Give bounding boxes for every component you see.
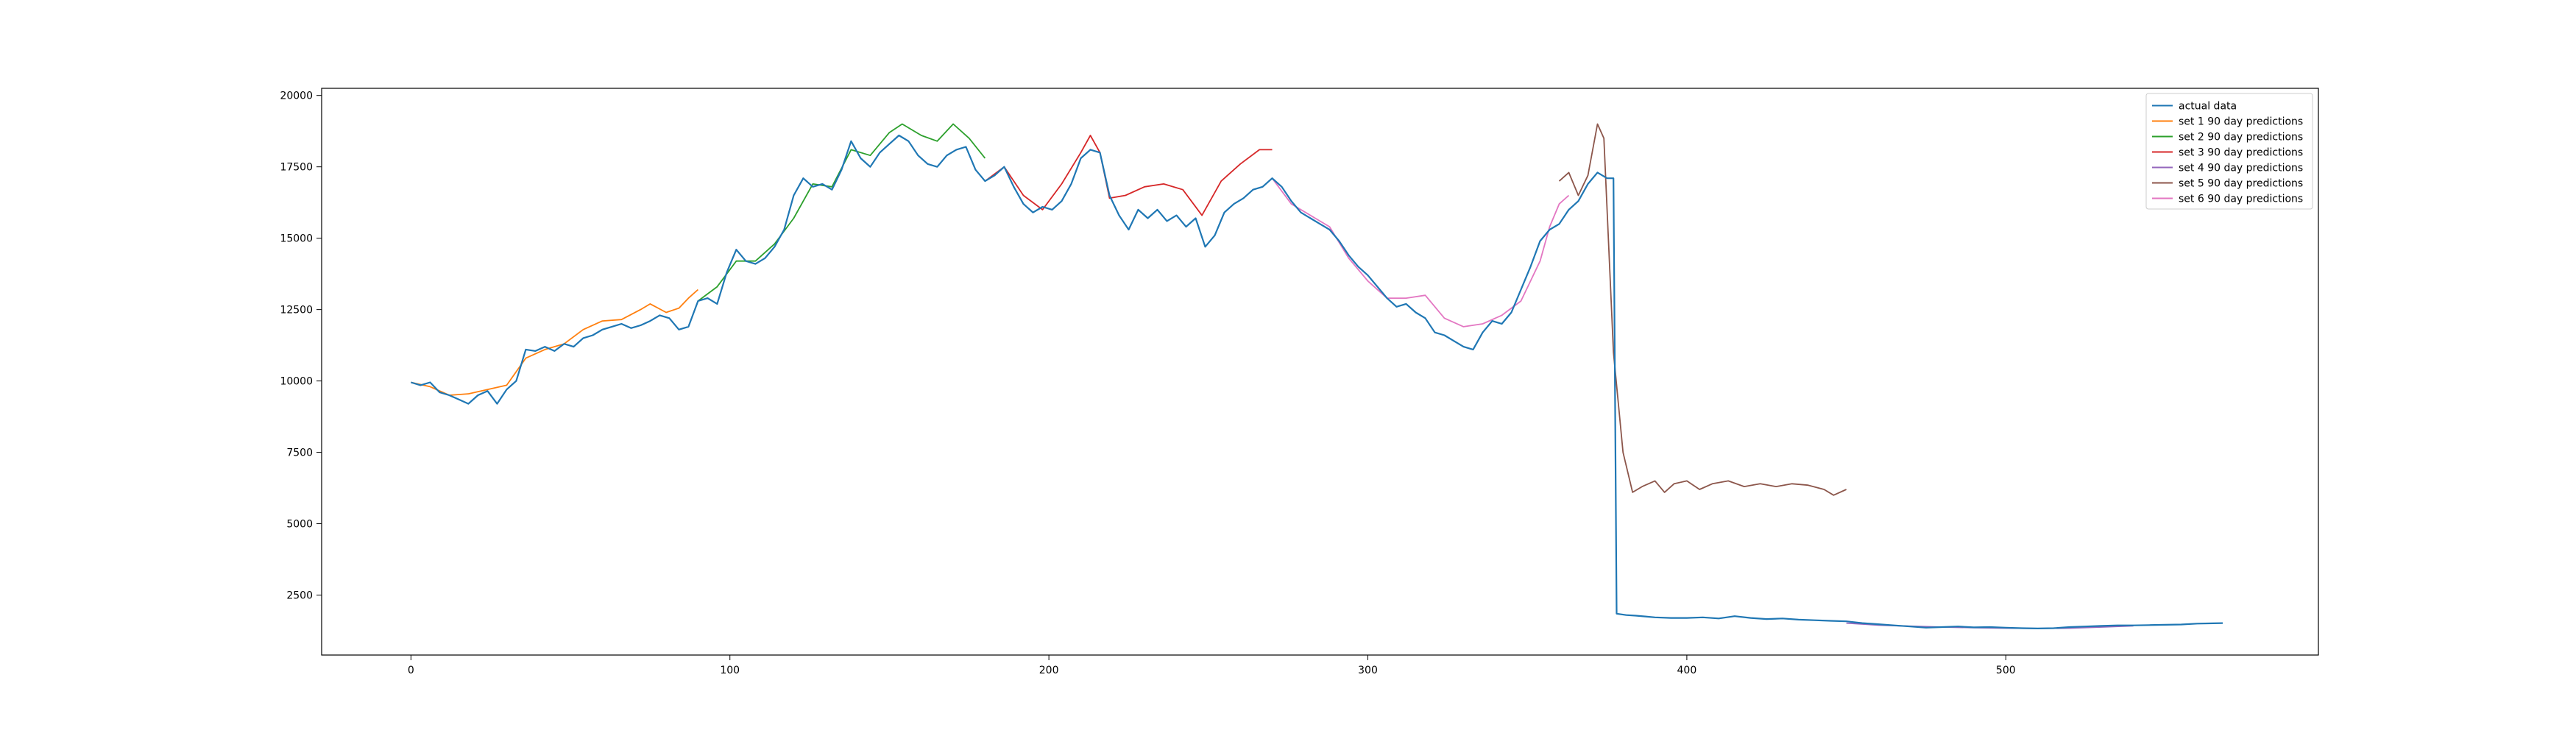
legend: actual data set 1 90 day predictions set 2… (2145, 93, 2313, 210)
legend-label: set 2 90 day predictions (2179, 132, 2303, 144)
legend-label: set 3 90 day predictions (2179, 147, 2303, 159)
y-tick-label: 7500 (286, 447, 313, 459)
series-line-actual-data (410, 134, 2223, 629)
series-line-set-1 (411, 289, 698, 396)
x-tick-label: 300 (1358, 665, 1378, 676)
y-axis: 2500 5000 7500 10000 12500 15000 17500 20000 (280, 91, 322, 602)
series-line-set-3 (984, 135, 1273, 216)
legend-label: set 5 90 day predictions (2179, 178, 2303, 190)
legend-box (2145, 93, 2313, 210)
legend-label: set 1 90 day predictions (2179, 116, 2303, 128)
plot-frame (321, 88, 2319, 656)
y-tick-label: 17500 (280, 162, 313, 174)
x-tick-label: 0 (408, 665, 414, 676)
legend-label: set 4 90 day predictions (2179, 163, 2303, 174)
y-tick-label: 20000 (280, 91, 313, 102)
x-tick-label: 200 (1039, 665, 1059, 676)
y-tick-label: 2500 (286, 590, 313, 602)
series-line-set-6 (1271, 177, 1570, 328)
y-tick-label: 5000 (286, 519, 313, 531)
legend-label: set 6 90 day predictions (2179, 194, 2303, 205)
y-tick-label: 10000 (280, 376, 313, 388)
series-line-set-5 (1558, 123, 1847, 496)
x-tick-label: 400 (1677, 665, 1697, 676)
x-tick-label: 100 (720, 665, 740, 676)
plot-area (322, 88, 2318, 655)
series-line-set-2 (697, 123, 986, 302)
x-tick-label: 500 (1996, 665, 2016, 676)
y-tick-label: 15000 (280, 233, 313, 245)
y-tick-label: 12500 (280, 305, 313, 316)
series-layer (410, 123, 2223, 629)
x-axis: 0 100 200 300 400 500 (408, 655, 2016, 676)
legend-label: actual data (2179, 101, 2237, 113)
